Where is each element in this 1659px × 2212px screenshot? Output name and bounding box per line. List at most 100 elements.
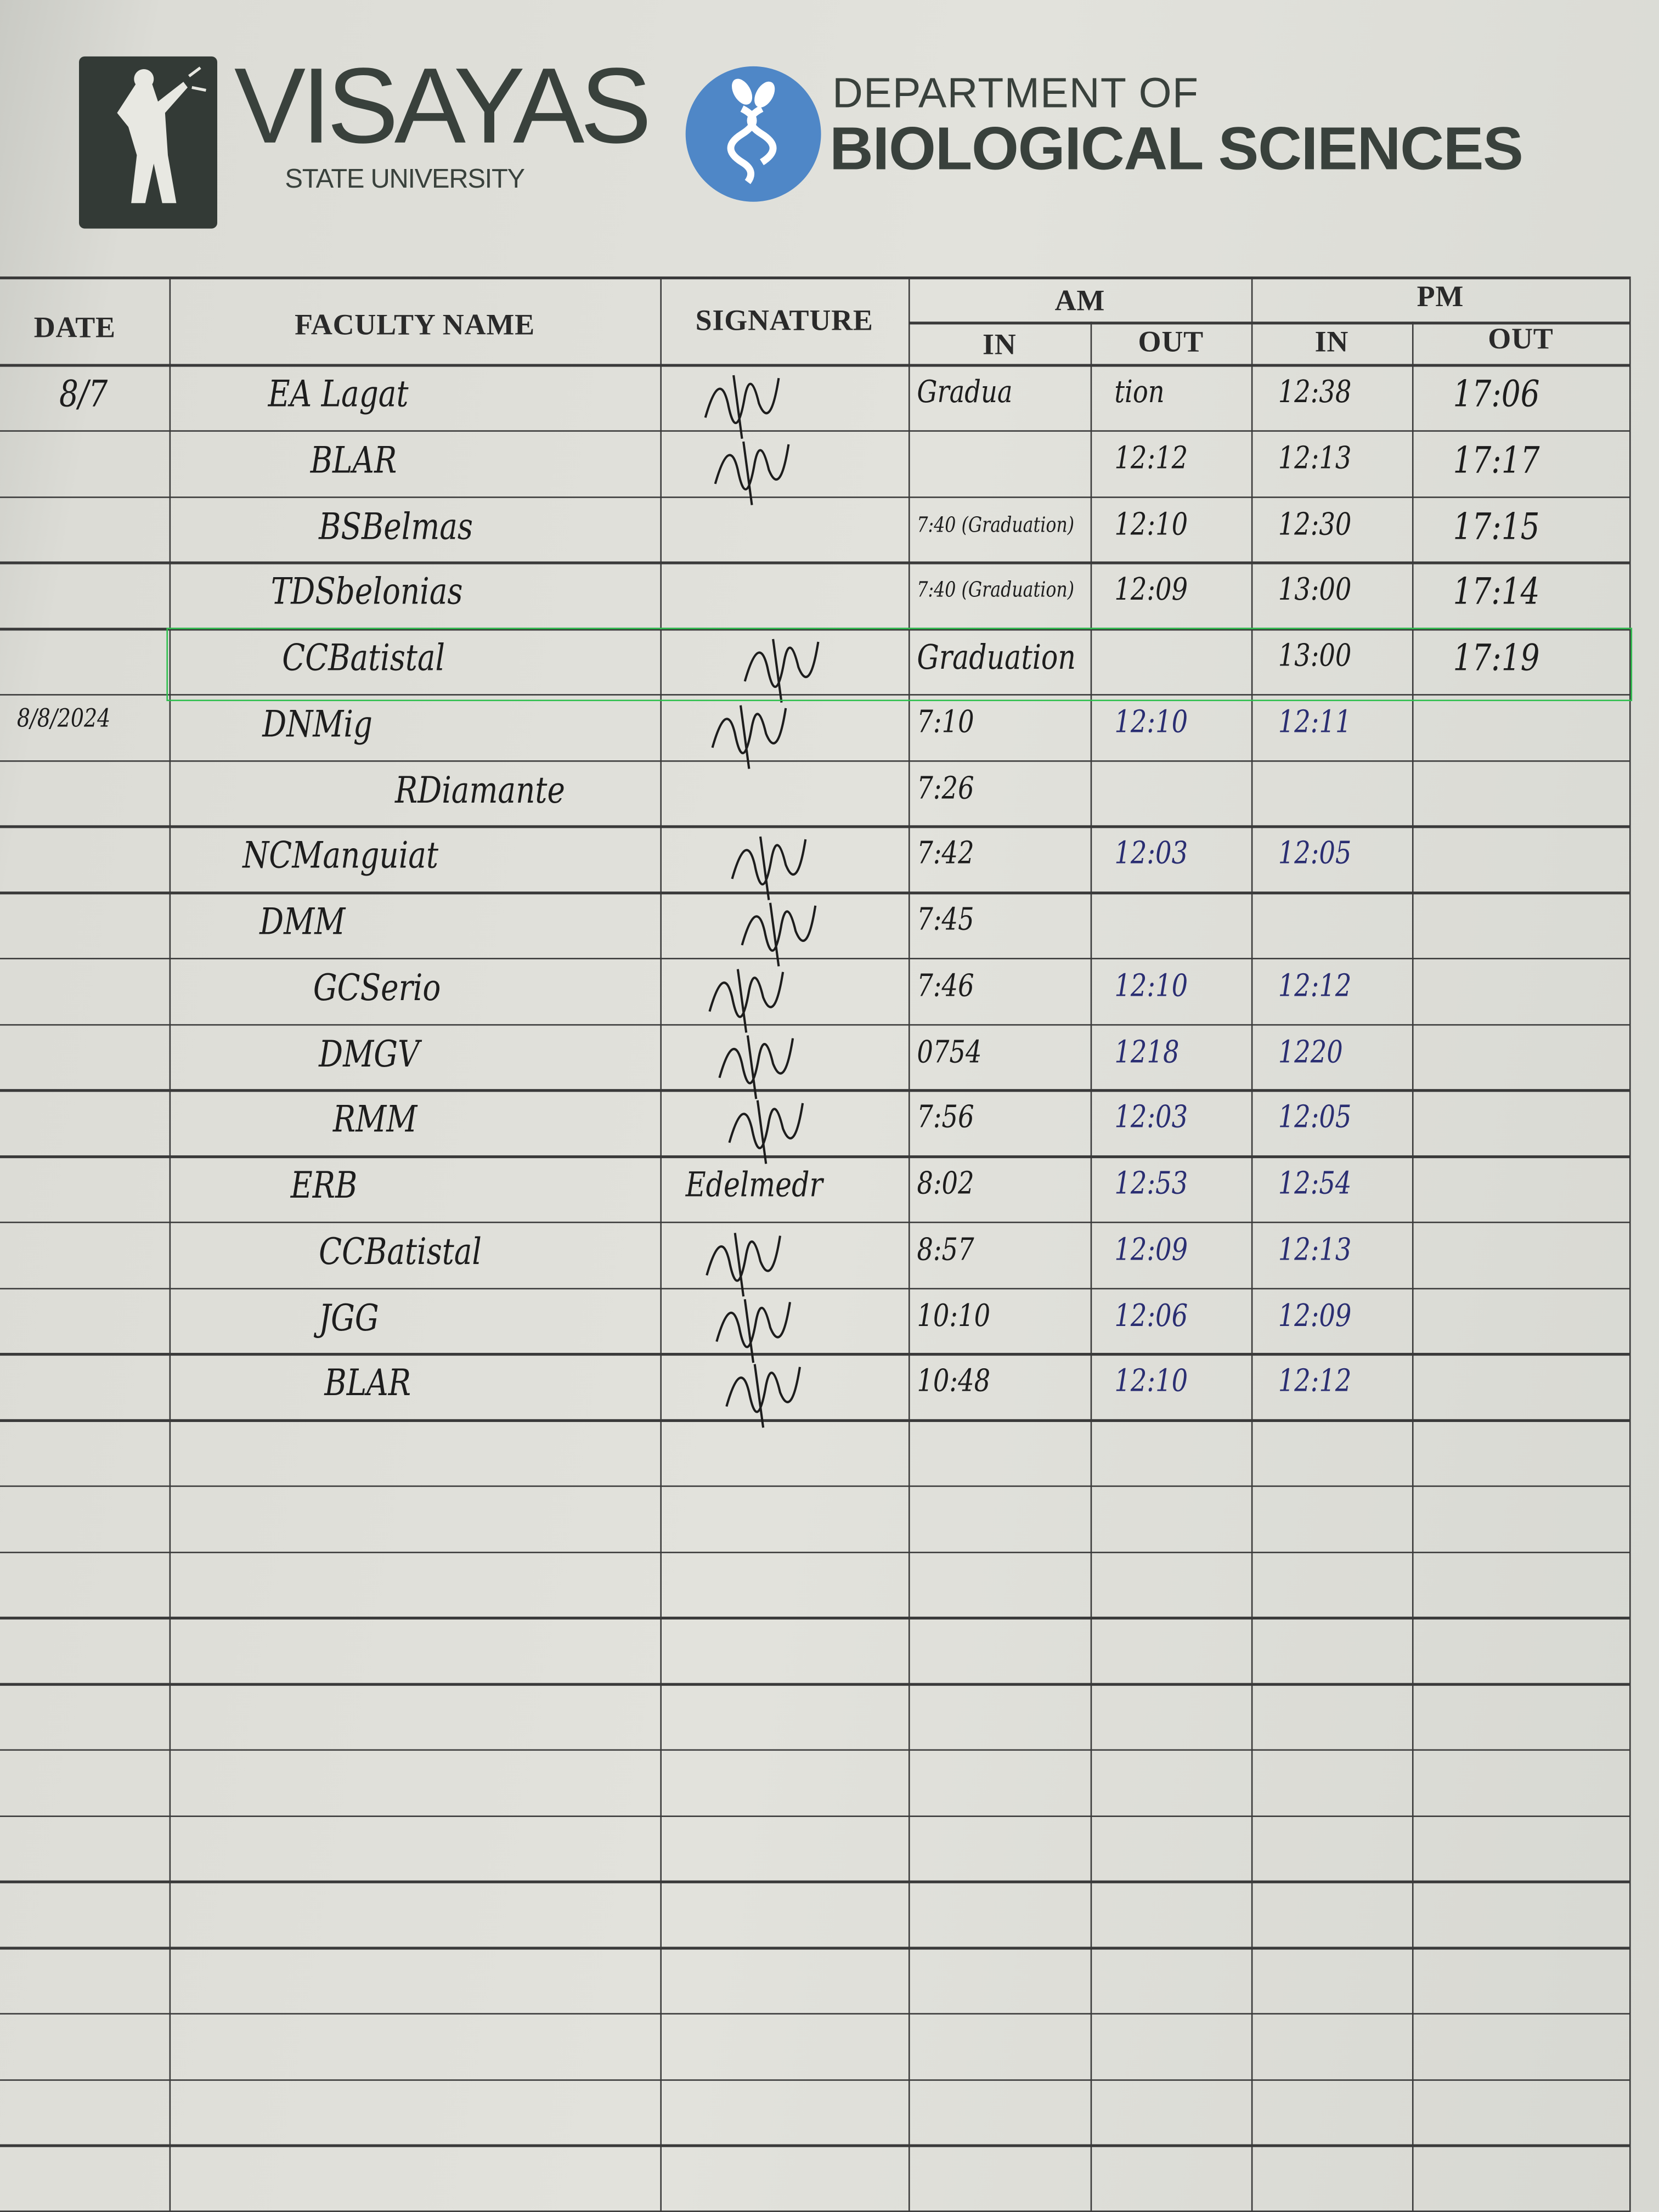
am-out-cell: 12:03 — [1114, 837, 1188, 872]
row-divider — [0, 364, 1629, 366]
signature-stroke — [708, 968, 785, 1032]
faculty-name-cell: BSBelmas — [319, 505, 473, 548]
faculty-name-cell: TDSbelonias — [270, 572, 463, 614]
date-cell: 8/8/2024 — [16, 703, 111, 733]
column-header-pm: PM — [1417, 279, 1464, 313]
column-header-signature: SIGNATURE — [695, 303, 873, 337]
faculty-name-cell: BLAR — [310, 439, 397, 482]
faculty-name-cell: NCManguiat — [242, 835, 438, 878]
signature-scribble — [704, 375, 780, 439]
am-in-cell: 10:48 — [917, 1364, 991, 1400]
row-divider — [0, 693, 1629, 696]
pm-in-cell: 12:12 — [1278, 968, 1352, 1005]
row-divider — [0, 1683, 1629, 1685]
row-divider — [0, 1287, 1629, 1290]
signature-scribble — [715, 1298, 792, 1362]
signature-stroke — [706, 1232, 782, 1296]
signature-scribble — [718, 1034, 794, 1099]
subheader-divider — [908, 321, 1629, 324]
pm-in-cell: 12:12 — [1278, 1364, 1352, 1400]
am-in-cell: 8:02 — [917, 1166, 974, 1202]
column-divider — [1629, 276, 1632, 2212]
row-divider — [0, 2078, 1629, 2081]
faculty-name-cell: DMGV — [319, 1033, 420, 1076]
faculty-name-cell: GCSerio — [313, 967, 441, 1010]
am-out-cell: 12:06 — [1114, 1298, 1188, 1334]
column-header-faculty-name: FACULTY NAME — [295, 307, 535, 342]
signature-stroke — [715, 1298, 792, 1362]
am-out-cell: 1218 — [1114, 1035, 1180, 1070]
row-divider — [0, 495, 1629, 498]
am-in-cell: 7:26 — [917, 771, 974, 806]
signature-scribble — [725, 1364, 802, 1429]
row-divider — [0, 1551, 1629, 1554]
row-divider — [0, 1617, 1629, 1620]
signature-stroke — [704, 375, 780, 439]
dna-leaf-icon — [685, 66, 821, 202]
pm-in-cell: 12:05 — [1278, 837, 1352, 872]
pm-in-cell: 12:09 — [1278, 1298, 1352, 1334]
faculty-name-cell: CCBatistal — [282, 637, 445, 680]
signature-stroke — [728, 1101, 804, 1165]
department-name: BIOLOGICAL SCIENCES — [829, 115, 1523, 184]
row-divider — [0, 1353, 1629, 1356]
row-divider — [0, 1815, 1629, 1818]
signature-stroke — [711, 704, 787, 769]
row-divider — [0, 430, 1629, 432]
pm-out-cell: 17:17 — [1453, 439, 1540, 482]
signature-stroke — [743, 639, 820, 703]
row-divider — [0, 1485, 1629, 1488]
signature-scribble — [728, 1101, 804, 1165]
signature-stroke — [725, 1364, 802, 1429]
am-in-cell: 7:10 — [917, 705, 974, 741]
am-in-cell: 10:10 — [917, 1298, 991, 1334]
pm-out-cell: 17:15 — [1453, 505, 1540, 548]
signature-stroke — [731, 837, 807, 901]
row-divider — [0, 1419, 1629, 1421]
column-divider — [908, 276, 911, 2212]
university-name: VISAYAS — [234, 46, 652, 167]
vsu-logo-icon — [78, 56, 217, 229]
column-header-am: AM — [1054, 283, 1105, 318]
row-divider — [0, 1748, 1629, 1751]
row-divider — [0, 2012, 1629, 2015]
university-subtitle: STATE UNIVERSITY — [285, 165, 525, 195]
signature-scribble — [708, 968, 785, 1032]
signature-scribble — [706, 1232, 782, 1296]
pm-in-cell: 1220 — [1278, 1035, 1343, 1070]
am-in-cell: 7:45 — [917, 902, 974, 938]
faculty-name-cell: CCBatistal — [319, 1231, 482, 1274]
faculty-name-cell: EA Lagat — [268, 374, 409, 416]
faculty-name-cell: RDiamante — [394, 769, 565, 812]
column-header-pm-in: IN — [1314, 324, 1349, 359]
column-header-am-out: OUT — [1138, 324, 1204, 359]
column-header-pm-out: OUT — [1488, 321, 1554, 356]
signature-stroke — [741, 902, 817, 967]
row-divider — [0, 2210, 1629, 2212]
am-in-cell: Gradua — [917, 375, 1013, 411]
row-divider — [0, 1946, 1629, 1949]
signature-stroke — [714, 441, 790, 505]
row-divider — [0, 1023, 1629, 1026]
row-divider — [0, 825, 1629, 828]
am-out-cell: 12:10 — [1114, 968, 1188, 1005]
faculty-name-cell: ERB — [290, 1165, 358, 1208]
column-header-am-in: IN — [983, 327, 1017, 362]
selection-highlight — [166, 628, 1633, 701]
column-header-date: DATE — [33, 310, 116, 345]
pm-out-cell: 17:19 — [1453, 637, 1540, 680]
row-divider — [0, 1221, 1629, 1224]
am-in-cell: 7:40 (Graduation) — [917, 577, 1075, 603]
signature-scribble — [711, 704, 787, 769]
am-in-cell: 7:46 — [917, 968, 974, 1005]
signature-scribble — [714, 441, 790, 505]
pm-out-cell: 17:14 — [1453, 572, 1540, 614]
department-label: DEPARTMENT OF — [832, 70, 1199, 117]
pm-in-cell: 13:00 — [1278, 639, 1352, 675]
row-divider — [0, 562, 1629, 565]
am-out-cell: 12:10 — [1114, 507, 1188, 543]
am-out-cell: 12:12 — [1114, 441, 1188, 477]
pm-in-cell: 12:11 — [1278, 705, 1352, 741]
am-out-cell: 12:53 — [1114, 1166, 1188, 1202]
faculty-name-cell: BLAR — [324, 1363, 411, 1406]
